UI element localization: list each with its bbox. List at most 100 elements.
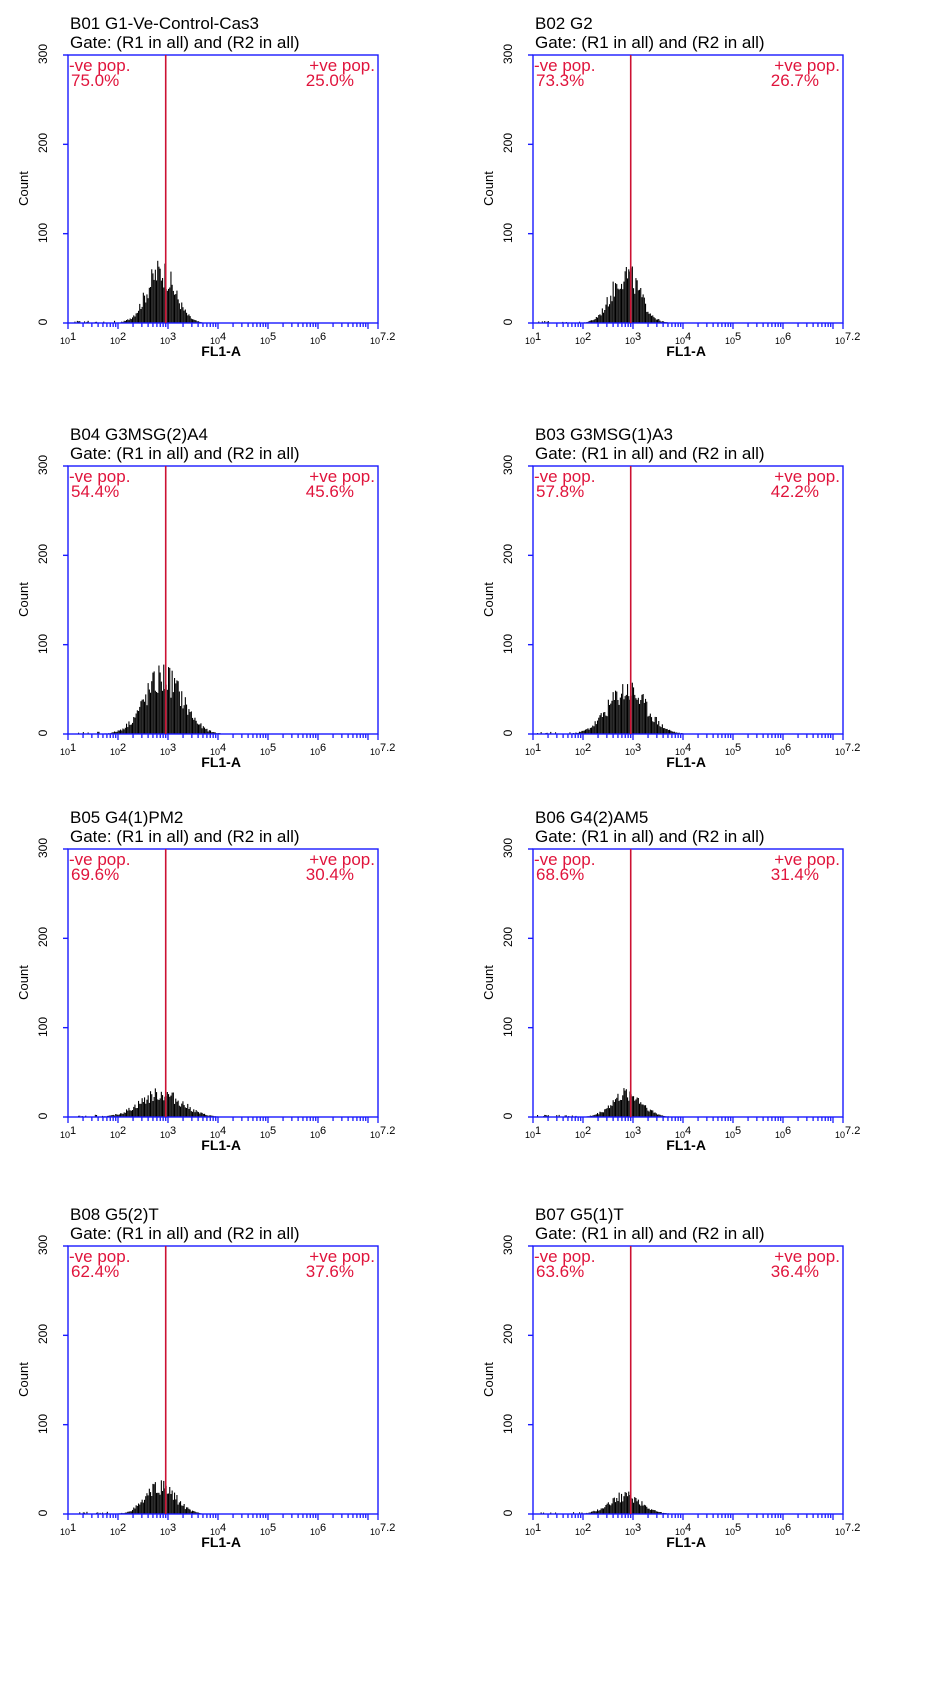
histogram-bar xyxy=(619,697,621,734)
histogram-bar xyxy=(140,309,142,323)
histogram-bars xyxy=(74,260,203,323)
y-tick-label: 300 xyxy=(501,837,515,859)
histogram-bar xyxy=(135,1108,137,1117)
histogram-bar xyxy=(635,698,637,734)
chart-title: B08 G5(2)T xyxy=(70,1205,159,1224)
histogram-bar xyxy=(154,690,156,734)
histogram-bar xyxy=(172,290,174,323)
histogram-bar xyxy=(198,724,200,734)
histogram-bar xyxy=(115,1114,117,1117)
histogram-bar xyxy=(624,271,626,323)
plot-frame xyxy=(67,54,379,324)
histogram-bars xyxy=(78,1088,220,1117)
histogram-bar xyxy=(595,1114,597,1117)
histogram-bar xyxy=(133,315,135,323)
histogram-bar xyxy=(109,1115,111,1117)
histogram-bar xyxy=(621,283,623,323)
y-tick-label: 0 xyxy=(36,1509,50,1517)
histogram-bar xyxy=(152,1483,154,1514)
histogram-panel: B08 G5(2)T Gate: (R1 in all) and (R2 in a… xyxy=(0,1203,460,1573)
histogram-bar xyxy=(612,1100,614,1117)
histogram-bar xyxy=(611,1503,613,1514)
histogram-bar xyxy=(82,1512,84,1514)
histogram-bar xyxy=(645,303,647,323)
histogram-bar xyxy=(184,1107,186,1117)
histogram-bar xyxy=(172,692,174,734)
histogram-bar xyxy=(664,728,666,734)
histogram-bar xyxy=(87,732,89,734)
histogram-bar xyxy=(171,670,173,734)
histogram-bar xyxy=(601,1508,603,1514)
histogram-bar xyxy=(642,294,644,323)
x-tick-label: 102 xyxy=(575,742,592,757)
histogram-bar xyxy=(544,1114,546,1117)
histogram-bar xyxy=(652,315,654,323)
histogram-bar xyxy=(639,1103,641,1117)
histogram-bar xyxy=(204,727,206,734)
x-tick-label: 104 xyxy=(210,1522,227,1537)
histogram-bar xyxy=(660,1512,662,1514)
histogram-bar xyxy=(603,312,605,323)
histogram-bar xyxy=(649,1510,651,1514)
histogram-bar xyxy=(184,309,186,323)
y-tick-label: 300 xyxy=(36,454,50,476)
histogram-bar xyxy=(176,1101,178,1117)
histogram-bar xyxy=(654,716,656,734)
x-tick-label: 105 xyxy=(725,331,742,346)
histogram-bar xyxy=(166,1493,168,1514)
y-tick-label: 100 xyxy=(501,633,515,654)
histogram-bar xyxy=(583,730,585,734)
histogram-bar xyxy=(199,724,201,734)
histogram-bar xyxy=(127,319,129,323)
histogram-bar xyxy=(126,320,128,323)
histogram-bar xyxy=(128,320,130,323)
histogram-bar xyxy=(653,1112,655,1117)
x-tick-label: 104 xyxy=(210,1125,227,1140)
histogram-bar xyxy=(616,1097,618,1117)
histogram-bar xyxy=(642,694,644,734)
histogram-bar xyxy=(163,287,165,323)
chart-title: B03 G3MSG(1)A3 xyxy=(535,425,673,444)
negative-pop-percent: 62.4% xyxy=(71,1262,120,1281)
histogram-bar xyxy=(170,271,172,323)
x-tick-label: 103 xyxy=(625,1125,642,1140)
histogram-bar xyxy=(159,672,161,734)
histogram-bar xyxy=(188,314,190,323)
histogram-bar xyxy=(208,1115,210,1117)
histogram-bar xyxy=(615,690,617,734)
histogram-bar xyxy=(615,1099,617,1117)
y-tick-label: 200 xyxy=(501,544,515,565)
histogram-bar xyxy=(588,729,590,734)
histogram-bar xyxy=(625,1089,627,1117)
histogram-bars xyxy=(537,682,684,734)
x-tick-label: 106 xyxy=(310,742,327,757)
histogram-bar xyxy=(156,1092,158,1117)
histogram-bar xyxy=(622,1095,624,1117)
histogram-bar xyxy=(547,1115,549,1117)
histogram-bar xyxy=(150,692,152,734)
histogram-bar xyxy=(612,1498,614,1514)
histogram-bar xyxy=(190,711,192,734)
x-tick-label: 106 xyxy=(775,1125,792,1140)
histogram-bar xyxy=(182,1101,184,1117)
histogram-bar xyxy=(183,1504,185,1514)
histogram-bar xyxy=(181,691,183,734)
histogram-bar xyxy=(636,1501,638,1514)
positive-pop-percent: 31.4% xyxy=(770,865,819,884)
histogram-bar xyxy=(180,309,182,323)
histogram-bar xyxy=(87,320,89,323)
histogram-bar xyxy=(188,1109,190,1117)
histogram-bar xyxy=(564,1115,566,1117)
y-tick-label: 100 xyxy=(36,222,50,243)
histogram-bar xyxy=(163,1480,165,1514)
histogram-bar xyxy=(676,732,678,734)
histogram-bar xyxy=(661,1115,663,1117)
histogram-bar xyxy=(127,1110,129,1117)
histogram-bar xyxy=(628,1491,630,1514)
histogram-bar xyxy=(187,1507,189,1514)
x-tick-label: 104 xyxy=(675,742,692,757)
chart-title: B06 G4(2)AM5 xyxy=(535,808,649,827)
y-tick-label: 200 xyxy=(36,544,50,565)
negative-pop-label: -ve pop. xyxy=(534,467,596,486)
